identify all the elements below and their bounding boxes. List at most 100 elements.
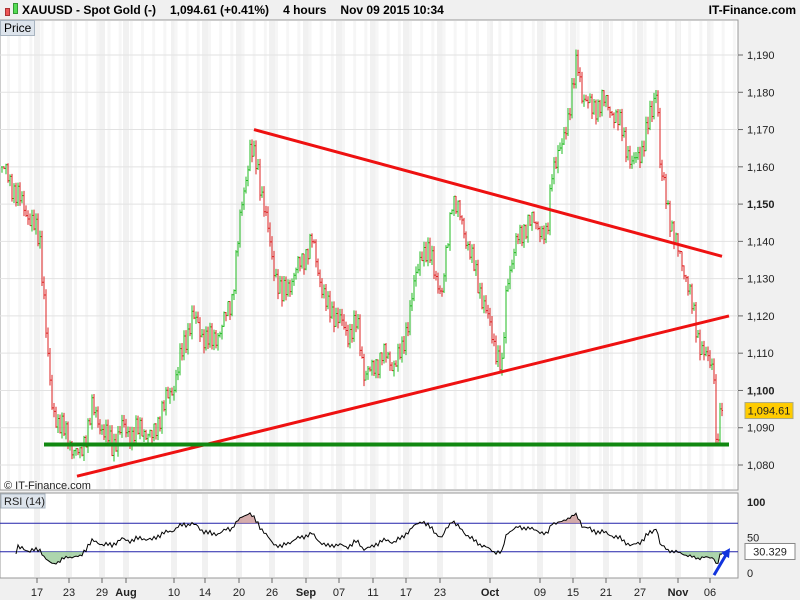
day-stripe	[163, 21, 167, 489]
day-stripe	[118, 21, 122, 489]
y-tick-label: 1,150	[747, 199, 775, 211]
y-tick-label: 1,100	[747, 385, 775, 397]
rsi-fill	[698, 551, 700, 560]
rsi-fill	[46, 551, 48, 561]
x-tick-label: 20	[233, 587, 245, 599]
y-tick-label: 1,160	[747, 162, 775, 174]
day-stripe	[202, 494, 208, 577]
day-stripe	[202, 21, 208, 489]
day-stripe	[275, 21, 278, 489]
day-stripe	[721, 21, 725, 489]
rsi-fill	[58, 551, 60, 563]
day-stripe	[34, 494, 40, 577]
datetime: Nov 09 2015 10:34	[340, 3, 444, 17]
day-stripe	[99, 21, 105, 489]
price-change: 1,094.61 (+0.41%)	[169, 3, 270, 17]
x-tick-label: 23	[434, 587, 446, 599]
day-stripe	[587, 21, 591, 489]
rsi-tick-label: 0	[747, 568, 753, 580]
day-stripe	[353, 21, 357, 489]
y-tick-label: 1,190	[747, 50, 775, 62]
day-stripe	[174, 21, 178, 489]
rsi-fill	[248, 512, 250, 524]
day-stripe	[29, 21, 33, 489]
price-plot-area	[0, 19, 739, 491]
rsi-fill	[76, 551, 78, 557]
day-stripe	[643, 21, 647, 489]
day-stripe	[487, 21, 491, 489]
rsi-arrow-head	[721, 548, 730, 559]
day-stripe	[437, 494, 443, 577]
x-tick-label: Sep	[296, 587, 316, 599]
day-stripe	[688, 21, 692, 489]
rsi-fill	[702, 551, 704, 558]
x-tick-label: Nov	[668, 587, 690, 599]
day-stripe	[99, 494, 105, 577]
day-stripe	[543, 21, 546, 489]
day-stripe	[85, 21, 89, 489]
rsi-fill	[708, 551, 710, 559]
y-tick-label: 1,140	[747, 236, 775, 248]
day-stripe	[520, 21, 524, 489]
rsi-fill	[564, 519, 566, 524]
day-stripe	[637, 21, 643, 489]
day-stripe	[603, 494, 609, 577]
day-stripe	[62, 21, 66, 489]
day-stripe	[386, 21, 390, 489]
day-stripe	[74, 21, 77, 489]
day-stripe	[707, 21, 713, 489]
y-tick-label: 1,120	[747, 311, 775, 323]
day-stripe	[453, 21, 457, 489]
rsi-fill	[700, 551, 702, 560]
day-stripe	[707, 494, 713, 577]
day-stripe	[171, 494, 177, 577]
rsi-fill	[56, 551, 58, 565]
day-stripe	[18, 21, 22, 489]
day-stripe	[732, 21, 736, 489]
y-tick-label: 1,170	[747, 125, 775, 137]
day-stripe	[66, 494, 72, 577]
day-stripe	[665, 21, 669, 489]
interval[interactable]: 4 hours	[283, 3, 327, 17]
day-stripe	[570, 21, 576, 489]
rsi-fill	[72, 551, 74, 558]
day-stripe	[51, 21, 55, 489]
x-tick-label: 23	[63, 587, 75, 599]
day-stripe	[509, 21, 513, 489]
rsi-fill	[712, 551, 714, 560]
rsi-fill	[48, 551, 50, 562]
day-stripe	[107, 21, 111, 489]
day-stripe	[123, 494, 129, 577]
day-stripe	[464, 21, 468, 489]
x-tick-label: 26	[266, 587, 278, 599]
day-stripe	[123, 21, 129, 489]
symbol-title: XAUUSD - Spot Gold (-)	[22, 3, 156, 17]
day-stripe	[675, 494, 681, 577]
rsi-fill	[60, 551, 62, 563]
x-tick-label: 29	[96, 587, 108, 599]
price-panel-label: Price	[0, 20, 36, 36]
day-stripe	[598, 21, 602, 489]
rsi-fill	[714, 551, 716, 564]
y-tick-label: 1,090	[747, 423, 775, 435]
x-tick-label: 17	[31, 587, 43, 599]
day-stripe	[487, 494, 493, 577]
y-tick-label: 1,110	[747, 348, 774, 360]
day-stripe	[152, 21, 156, 489]
rsi-arrow	[712, 552, 729, 576]
day-stripe	[185, 21, 189, 489]
day-stripe	[364, 21, 368, 489]
x-tick-label: 15	[567, 587, 579, 599]
day-stripe	[370, 494, 376, 577]
rsi-fill	[696, 551, 698, 559]
rsi-fill	[68, 551, 70, 558]
day-stripe	[236, 494, 242, 577]
chart-header: XAUUSD - Spot Gold (-) 1,094.61 (+0.41%)…	[0, 0, 800, 20]
day-stripe	[370, 21, 376, 489]
day-stripe	[208, 21, 211, 489]
rsi-fill	[52, 551, 54, 564]
day-stripe	[241, 21, 245, 489]
day-stripe	[342, 21, 345, 489]
day-stripe	[537, 494, 543, 577]
